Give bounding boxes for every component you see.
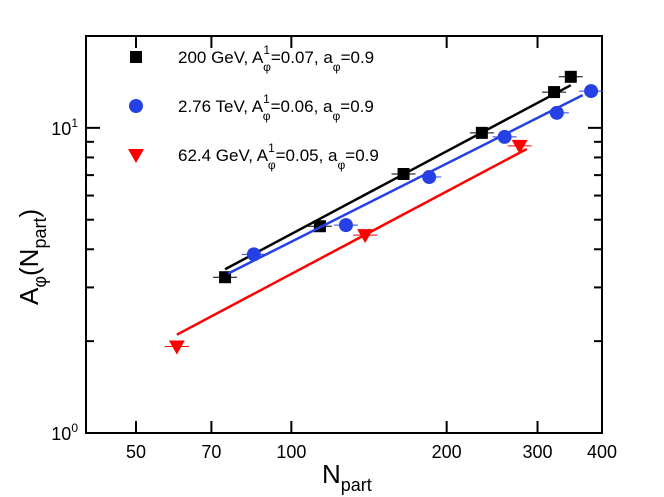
y-tick-label: 101 bbox=[51, 116, 78, 139]
legend-text-part: φ bbox=[263, 60, 271, 74]
square-marker bbox=[548, 86, 561, 99]
legend-text-part: =0.06, a bbox=[271, 97, 333, 116]
x-label-sub: part bbox=[341, 475, 372, 495]
triangle-marker bbox=[168, 340, 185, 355]
legend-text-part: 200 GeV, A bbox=[178, 48, 264, 67]
y-tick-exp: 0 bbox=[71, 421, 78, 435]
circle-marker bbox=[497, 129, 512, 144]
x-tick-label: 70 bbox=[201, 442, 221, 462]
circle-marker bbox=[338, 218, 353, 233]
square-marker bbox=[475, 126, 488, 139]
x-tick-label: 200 bbox=[432, 442, 462, 462]
circle-marker bbox=[422, 170, 437, 185]
legend-text-part: 1 bbox=[263, 92, 270, 106]
x-tick-label: 400 bbox=[587, 442, 617, 462]
square-marker bbox=[397, 167, 410, 180]
y-label-sub: φ bbox=[30, 276, 50, 288]
y-tick-label: 100 bbox=[51, 421, 78, 444]
circle-marker bbox=[549, 105, 564, 120]
legend-text-part: =0.9 bbox=[345, 146, 379, 165]
legend-text-part: =0.05, a bbox=[276, 146, 338, 165]
y-tick-base: 10 bbox=[51, 119, 71, 139]
circle-marker bbox=[584, 84, 599, 99]
legend-text-part: =0.9 bbox=[340, 97, 374, 116]
x-axis-label: Npart bbox=[322, 459, 372, 495]
legend-label: 62.4 GeV, A1 φ=0.05, aφ=0.9 bbox=[178, 141, 379, 172]
legend-text-part: 62.4 GeV, A bbox=[178, 146, 269, 165]
legend-text-part: 2.76 TeV, A bbox=[178, 97, 264, 116]
legend-text-part: φ bbox=[332, 109, 340, 123]
square-marker bbox=[219, 271, 232, 284]
legend-text-part: φ bbox=[263, 109, 271, 123]
legend-marker bbox=[130, 51, 142, 63]
legend-text-part: φ bbox=[333, 60, 341, 74]
legend-text-part: φ bbox=[338, 158, 346, 172]
legend-marker bbox=[129, 99, 143, 113]
legend-marker bbox=[128, 149, 144, 163]
legend-text-part: 1 bbox=[263, 43, 270, 57]
y-axis-label: Aφ(Npart) bbox=[14, 209, 50, 305]
triangle-marker bbox=[511, 139, 528, 154]
x-tick-label: 50 bbox=[126, 442, 146, 462]
square-marker bbox=[564, 70, 577, 83]
legend-text-part: φ bbox=[268, 158, 276, 172]
y-label-sub: part bbox=[30, 218, 50, 249]
legend-text-part: 1 bbox=[268, 141, 275, 155]
legend-label: 2.76 TeV, A1 φ=0.06, aφ=0.9 bbox=[178, 92, 374, 123]
y-tick-base: 10 bbox=[51, 424, 71, 444]
x-tick-label: 100 bbox=[276, 442, 306, 462]
circle-marker bbox=[246, 247, 261, 262]
plot-frame bbox=[85, 35, 603, 434]
y-label-main: A bbox=[14, 287, 44, 305]
legend-label: 200 GeV, A1 φ=0.07, aφ=0.9 bbox=[178, 43, 374, 74]
legend-text-part: =0.9 bbox=[341, 48, 375, 67]
y-label-main: (N bbox=[14, 249, 44, 276]
fit-line bbox=[227, 94, 584, 275]
y-label-main: ) bbox=[14, 209, 44, 218]
fit-line bbox=[176, 147, 528, 336]
triangle-marker bbox=[357, 229, 374, 244]
x-tick-label: 300 bbox=[523, 442, 553, 462]
legend-text-part: =0.07, a bbox=[271, 48, 333, 67]
y-tick-exp: 1 bbox=[71, 116, 78, 130]
x-label-main: N bbox=[322, 459, 341, 489]
